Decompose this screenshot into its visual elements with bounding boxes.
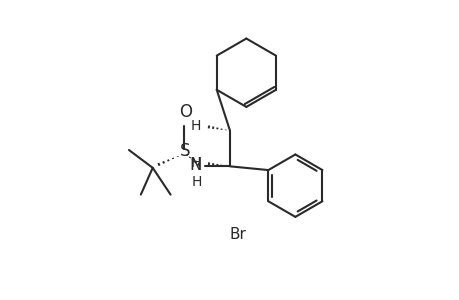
- Text: S: S: [180, 142, 190, 160]
- Text: N: N: [190, 156, 202, 174]
- Text: H: H: [190, 118, 201, 133]
- Text: H: H: [191, 175, 202, 189]
- Text: O: O: [179, 103, 191, 121]
- Text: H: H: [190, 156, 201, 170]
- Text: Br: Br: [229, 227, 246, 242]
